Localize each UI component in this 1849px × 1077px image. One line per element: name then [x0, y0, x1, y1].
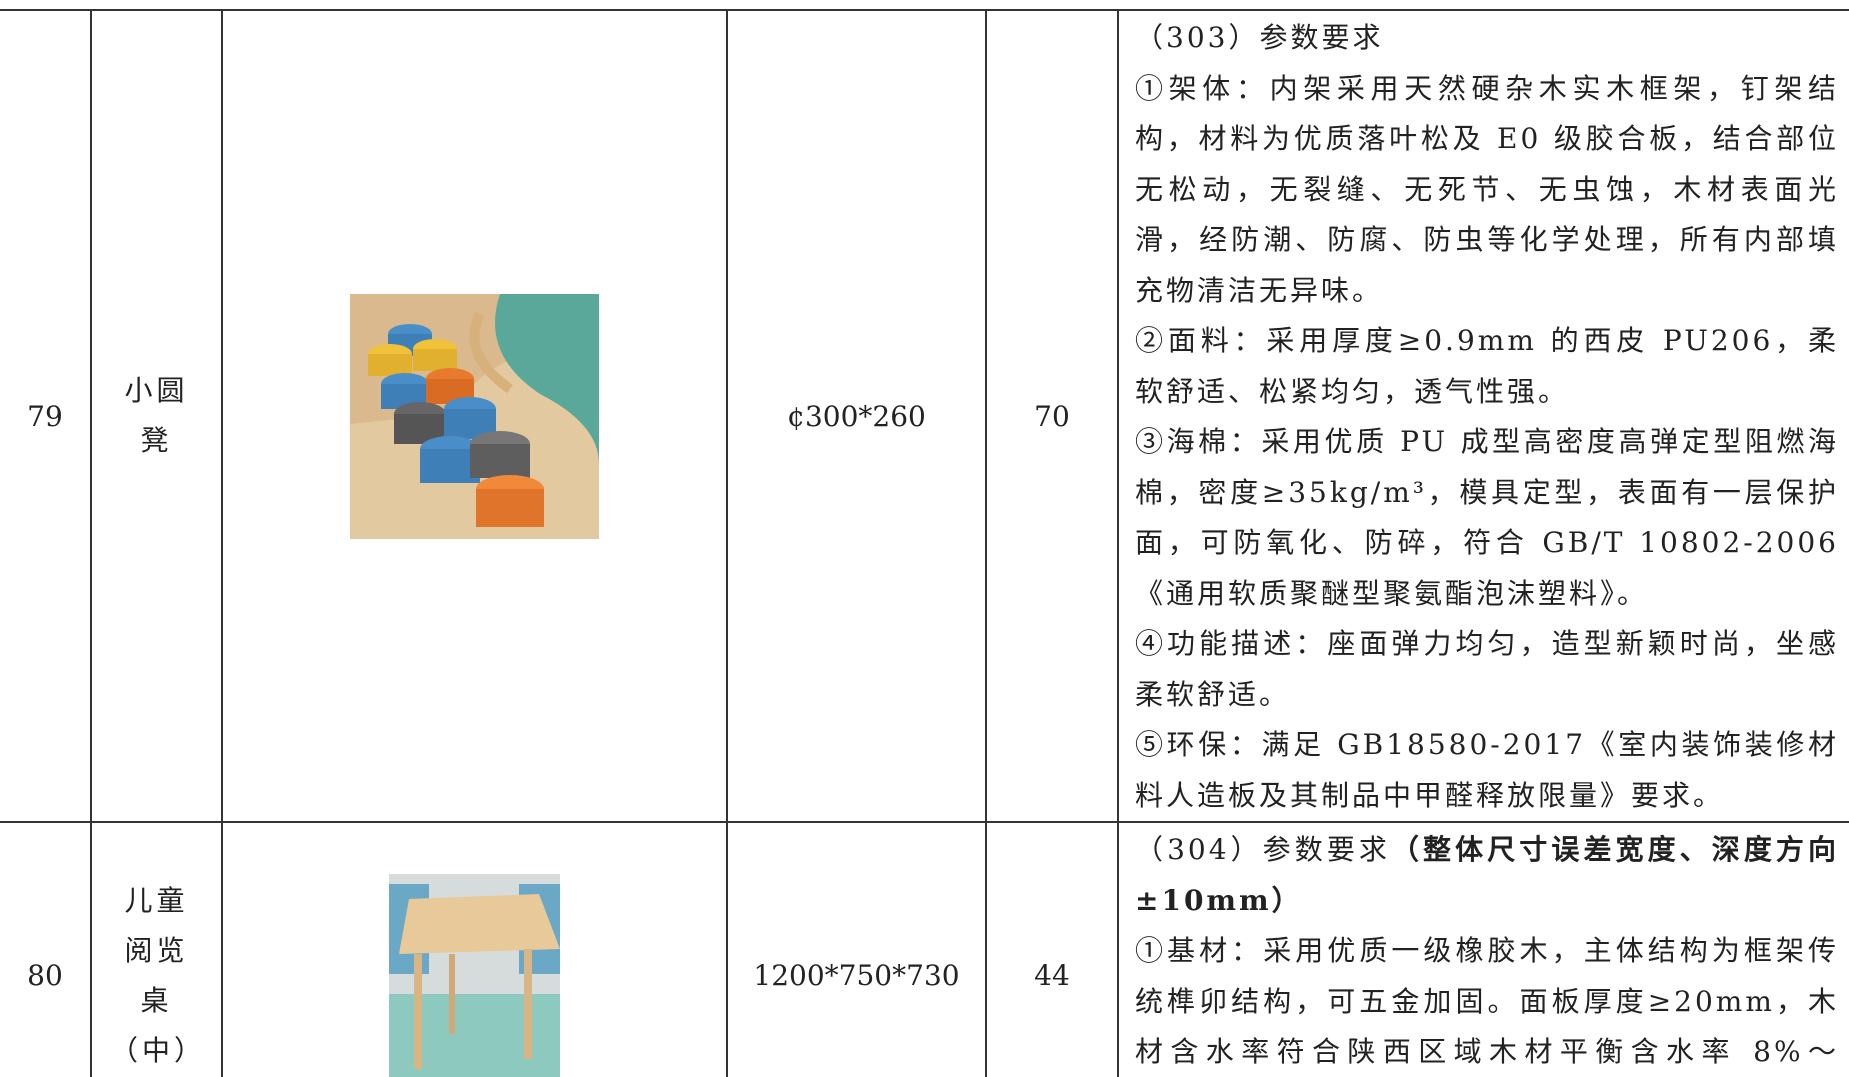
heading-text: （304）参数要求	[1135, 833, 1391, 866]
heading-note: （整体尺寸误差宽度、深度方向±10mm）	[1135, 833, 1839, 917]
product-photo	[389, 873, 560, 1077]
description: （304）参数要求（整体尺寸误差宽度、深度方向±10mm） ①基材：采用优质一级…	[1117, 821, 1849, 1077]
requirement: ④功能描述：座面弹力均匀，造型新颖时尚，坐感柔软舒适。	[1135, 627, 1839, 711]
requirement: ③海棉：采用优质 PU 成型高密度高弹定型阻燃海棉，密度≥35kg/m³，模具定…	[1135, 425, 1839, 610]
requirement: ⑤环保：满足 GB18580-2017《室内装饰装修材料人造板及其制品中甲醛释放…	[1135, 728, 1839, 812]
requirement: ①架体：内架采用天然硬杂木实木框架，钉架结构，材料为优质落叶松及 E0 级胶合板…	[1135, 71, 1839, 307]
row-number: 80	[0, 821, 92, 1077]
item-name: 小圆凳	[90, 9, 223, 823]
image-cell	[221, 9, 728, 823]
image-cell	[221, 821, 728, 1077]
item-name: 儿童阅览桌（中）	[90, 821, 223, 1077]
quantity: 44	[985, 821, 1119, 1077]
row-number: 79	[0, 9, 92, 823]
requirement: ①基材：采用优质一级橡胶木，主体结构为框架传统榫卯结构，可五金加固。面板厚度≥2…	[1135, 934, 1839, 1068]
quantity: 70	[985, 9, 1119, 823]
table-row: 80 儿童阅览桌（中） 1200*750*730 44 （304）参数要求（整体…	[0, 821, 1849, 1077]
spec-table: 79 小圆凳 ¢300*260 70 （303）参数要	[0, 9, 1849, 1077]
product-photo	[350, 293, 599, 539]
dimensions: 1200*750*730	[726, 821, 987, 1077]
heading: （304）参数要求（整体尺寸误差宽度、深度方向±10mm）	[1135, 825, 1839, 926]
dimensions: ¢300*260	[726, 9, 987, 823]
description: （303）参数要求 ①架体：内架采用天然硬杂木实木框架，钉架结构，材料为优质落叶…	[1117, 9, 1849, 823]
heading: （303）参数要求	[1135, 21, 1384, 54]
requirement: ②面料：采用厚度≥0.9mm 的西皮 PU206，柔软舒适、松紧均匀，透气性强。	[1135, 324, 1839, 408]
table-row: 79 小圆凳 ¢300*260 70 （303）参数要	[0, 9, 1849, 823]
